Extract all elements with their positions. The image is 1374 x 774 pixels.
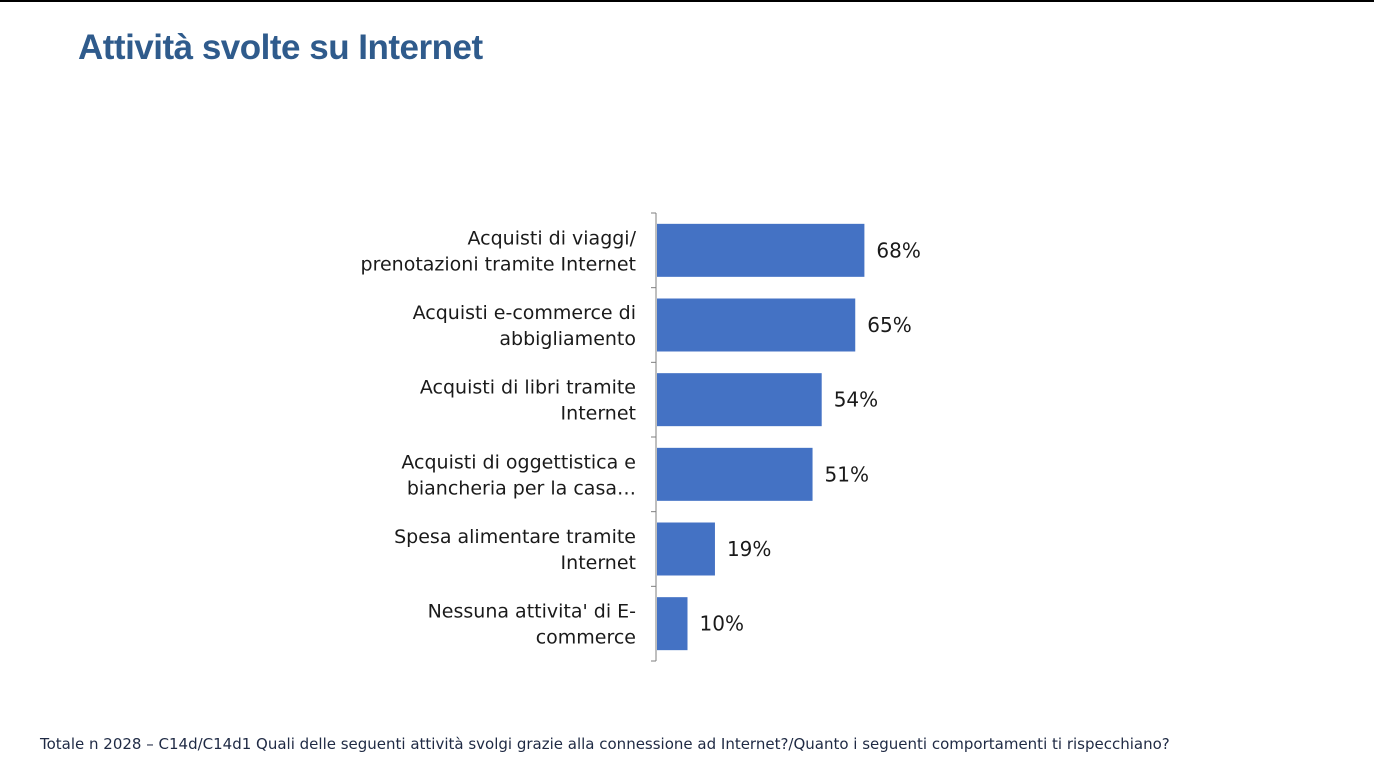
data-label: 65%	[867, 313, 911, 337]
category-label: Acquisti di viaggi/prenotazioni tramite …	[361, 227, 637, 275]
bar-chart: 68% Acquisti di viaggi/prenotazioni trami…	[361, 212, 921, 662]
bar	[657, 373, 822, 427]
bar	[657, 597, 688, 651]
data-label: 10%	[700, 612, 744, 636]
category-label: Acquisti e-commerce di abbigliamento	[413, 302, 636, 350]
category-label: Acquisti di libri tramite Internet	[420, 377, 636, 425]
data-label: 51%	[825, 462, 869, 486]
top-rule	[0, 0, 1374, 2]
category-label: Nessuna attivita' di E-commerce	[428, 601, 636, 649]
footnote: Totale n 2028 – C14d/C14d1 Quali delle s…	[40, 735, 1170, 753]
category-label: Acquisti di oggettistica e biancheria per…	[401, 451, 636, 499]
bar	[657, 298, 856, 352]
page-title: Attività svolte su Internet	[78, 28, 483, 67]
data-label: 19%	[727, 537, 771, 561]
category-label: Spesa alimentare tramite Internet	[394, 526, 636, 574]
bar	[657, 223, 865, 277]
data-label: 54%	[834, 388, 878, 412]
bar	[657, 447, 813, 501]
data-label: 68%	[876, 238, 920, 262]
bar	[657, 522, 715, 576]
